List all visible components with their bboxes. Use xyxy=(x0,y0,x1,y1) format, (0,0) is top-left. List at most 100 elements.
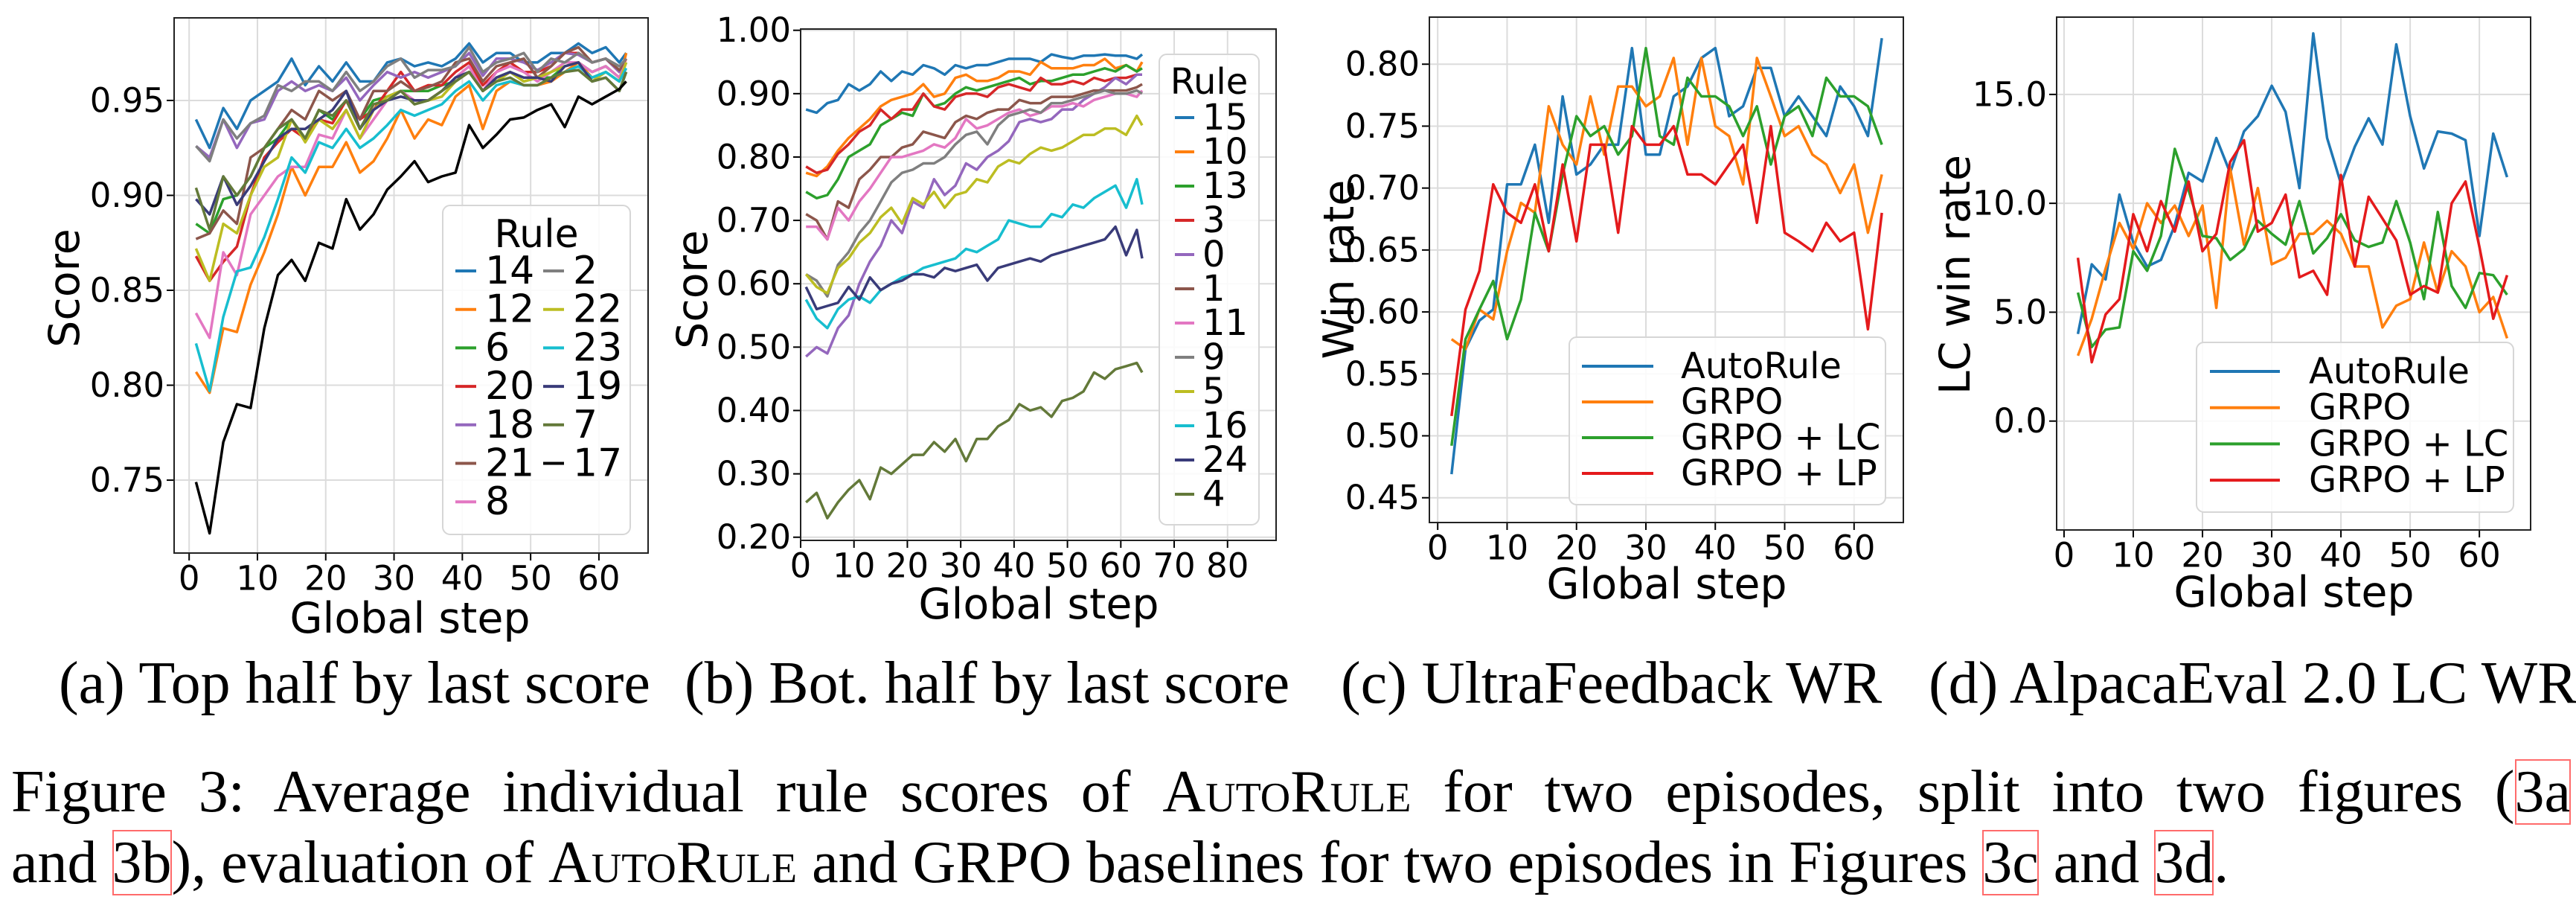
legend-item: 8 xyxy=(455,479,510,524)
legend-item: GRPO xyxy=(1582,381,1783,423)
subcaption-b: (b) Bot. half by last score xyxy=(685,651,1290,716)
x-tick-label: 10 xyxy=(833,546,875,586)
legend-label: GRPO + LP xyxy=(1681,453,1877,494)
subcaption-d: (d) AlpacaEval 2.0 LC WR xyxy=(1929,651,2576,716)
x-tick-label: 0 xyxy=(790,546,812,586)
series-line-9 xyxy=(805,89,1143,298)
caption-method-name: AutoRule xyxy=(1162,759,1412,825)
y-axis-label: LC win rate xyxy=(1931,155,1980,394)
legend-label: 20 xyxy=(485,364,534,409)
caption-text: Figure 3: Average individual rule scores… xyxy=(11,759,1163,825)
legend-item: 11 xyxy=(1175,302,1248,344)
y-tick-label: 0.20 xyxy=(717,517,791,557)
series-line-10 xyxy=(805,57,1144,178)
legend-item: 12 xyxy=(455,287,534,332)
legend-item: GRPO + LP xyxy=(2210,459,2505,501)
x-axis-label: Global step xyxy=(1546,560,1787,609)
legend-label: GRPO + LC xyxy=(2309,423,2508,464)
legend-item: 19 xyxy=(543,364,622,409)
legend-label: 4 xyxy=(1202,473,1225,515)
legend-item: 16 xyxy=(1175,405,1248,447)
x-tick-label: 0 xyxy=(2054,536,2075,575)
legend-label: 10 xyxy=(1202,131,1248,173)
series-line-grpo xyxy=(2076,167,2509,357)
x-tick-label: 40 xyxy=(2319,536,2362,575)
y-tick-label: 0.80 xyxy=(1345,45,1420,84)
legend-label: 8 xyxy=(485,479,510,524)
legend-label: 19 xyxy=(573,364,622,409)
series-line-5 xyxy=(804,114,1144,295)
legend-item: 18 xyxy=(455,403,534,447)
figure-ref-link-3d[interactable]: 3d xyxy=(2154,830,2214,895)
caption-text: and xyxy=(2038,830,2155,895)
chart-ultrafeedback-win-rate: 0 10 20 30 40 50 60 0.45 0.50 0.55 0.60 0.65 0.70 0.7… xyxy=(1315,16,1904,609)
x-tick-label: 20 xyxy=(304,559,347,598)
x-tick-label: 50 xyxy=(1763,528,1806,568)
y-tick-label: 0.95 xyxy=(90,80,164,120)
legend-item: 4 xyxy=(1175,473,1225,515)
legend-label: 23 xyxy=(573,325,622,370)
legend-item: GRPO + LP xyxy=(1582,453,1877,494)
legend-label: 0 xyxy=(1202,234,1225,275)
legend-item: 3 xyxy=(1175,199,1225,241)
y-tick-label: 0.60 xyxy=(1345,293,1420,332)
legend-item: 17 xyxy=(543,441,622,486)
y-tick-label: 0.30 xyxy=(717,454,791,493)
x-tick-label: 20 xyxy=(1555,528,1598,568)
series-line-grpo-lp xyxy=(2076,138,2509,364)
y-tick-label: 0.90 xyxy=(90,176,164,215)
x-tick-label: 80 xyxy=(1206,546,1249,586)
series-line-15 xyxy=(805,53,1144,115)
figure-caption: Figure 3: Average individual rule scores… xyxy=(11,757,2572,898)
legend-label: 12 xyxy=(485,287,534,332)
x-tick-label: 40 xyxy=(441,559,484,598)
legend-item: 21 xyxy=(455,441,534,486)
caption-method-name: AutoRule xyxy=(548,830,798,895)
x-tick-label: 30 xyxy=(373,559,415,598)
x-tick-label: 40 xyxy=(993,546,1035,586)
x-axis-label: Global step xyxy=(918,580,1159,629)
chart-top-half-rule-scores: 0 10 20 30 40 50 60 0.75 0.80 0.85 0.90 0.95 Global … xyxy=(40,17,649,643)
legend-box xyxy=(1159,54,1260,526)
y-tick-label: 0.80 xyxy=(90,365,164,405)
legend-title: Rule xyxy=(494,212,578,257)
legend-label: GRPO xyxy=(2309,387,2411,429)
x-tick-label: 60 xyxy=(2458,536,2501,575)
legend-item: GRPO + LC xyxy=(2210,423,2508,464)
legend-label: 11 xyxy=(1202,302,1248,344)
legend-item: GRPO + LC xyxy=(1582,417,1880,459)
x-tick-label: 20 xyxy=(2181,536,2223,575)
legend-label: 1 xyxy=(1202,268,1225,310)
caption-text: and xyxy=(11,830,112,895)
y-tick-label: 0.75 xyxy=(90,461,164,500)
legend-item: 15 xyxy=(1175,97,1248,138)
series-line-grpo-lp xyxy=(1450,124,1883,417)
series-line-1 xyxy=(805,83,1143,241)
x-tick-label: 50 xyxy=(2388,536,2431,575)
series-line-grpo-lc xyxy=(1450,46,1883,447)
y-tick-label: 0.40 xyxy=(717,391,791,430)
legend-item: AutoRule xyxy=(2210,351,2470,392)
x-tick-label: 60 xyxy=(1833,528,1875,568)
figure-ref-link-3a[interactable]: 3a xyxy=(2514,759,2572,825)
x-tick-label: 10 xyxy=(1486,528,1528,568)
legend-label: 9 xyxy=(1202,336,1225,378)
legend-label: 21 xyxy=(485,441,534,486)
x-tick-label: 30 xyxy=(2250,536,2293,575)
legend-item: 9 xyxy=(1175,336,1225,378)
figure-ref-link-3b[interactable]: 3b xyxy=(112,830,172,895)
legend-box xyxy=(1569,336,1886,505)
chart-alpacaeval-lc-win-rate: 0 10 20 30 40 50 60 0.0 5.0 10.0 15.0 Global step LC… xyxy=(1931,16,2531,617)
legend-label: AutoRule xyxy=(1681,345,1842,387)
legend-item: AutoRule xyxy=(1582,345,1842,387)
figure-ref-link-3c[interactable]: 3c xyxy=(1982,830,2039,895)
legend-item: 24 xyxy=(1175,439,1248,481)
legend-label: 2 xyxy=(573,249,597,293)
caption-line-1: Figure 3: Average individual rule scores… xyxy=(11,757,2572,828)
legend-label: GRPO xyxy=(1681,381,1783,423)
legend-box xyxy=(442,205,631,535)
legend-label: 7 xyxy=(573,403,597,447)
